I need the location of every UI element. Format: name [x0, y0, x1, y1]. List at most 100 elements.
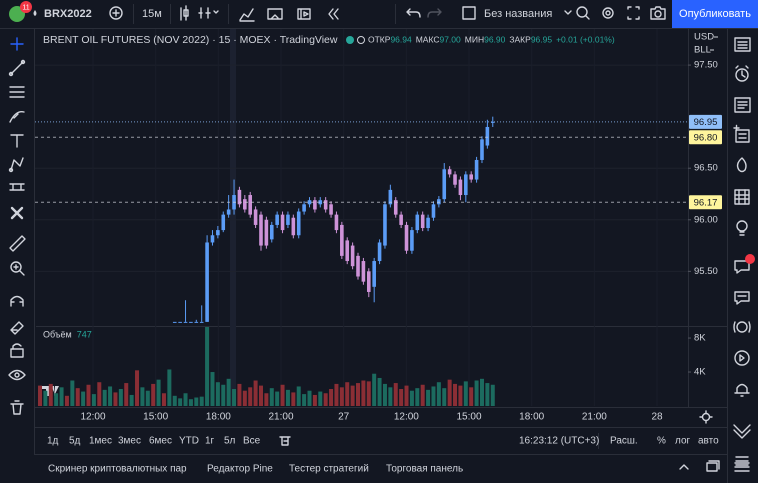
volume-bar: [199, 396, 204, 406]
volume-bar: [178, 398, 183, 406]
volume-bar: [409, 390, 414, 406]
period-button[interactable]: 3мес: [118, 436, 141, 447]
interval[interactable]: 15м: [142, 8, 162, 20]
symbol-name[interactable]: BRX2022: [44, 8, 92, 20]
volume-bar: [302, 394, 307, 406]
volume-bar: [420, 384, 425, 406]
x-tick-label: 12:00: [394, 412, 419, 423]
unit: BLL: [694, 45, 711, 56]
volume-bar: [356, 383, 361, 406]
candle-body: [437, 199, 441, 205]
volume-bar: [118, 389, 123, 406]
volume-bar: [399, 389, 404, 406]
publish-label[interactable]: Опубликовать: [679, 8, 751, 20]
candle-body: [329, 204, 333, 215]
candle-body: [426, 217, 430, 229]
volume-label: Объём: [43, 329, 72, 339]
volume-bar: [479, 378, 484, 406]
candle-body: [356, 255, 360, 277]
panel-tab[interactable]: Редактор Pine: [207, 464, 273, 475]
candle-body: [388, 189, 393, 205]
period-button[interactable]: YTD: [179, 436, 199, 447]
y-tick-label: 96.00: [694, 214, 718, 225]
panel-tab[interactable]: Торговая панель: [386, 464, 463, 475]
legend-icons[interactable]: [346, 36, 365, 44]
volume-bar: [237, 383, 242, 406]
scale-option[interactable]: авто: [698, 436, 719, 447]
candle-body: [393, 200, 398, 215]
chart-controls[interactable]: [279, 410, 750, 472]
volume-bar: [205, 327, 210, 406]
scale-option[interactable]: Расш.: [610, 436, 638, 447]
period-button[interactable]: 1д: [47, 436, 59, 447]
volume-bar: [458, 385, 463, 406]
volume-bar: [210, 372, 215, 406]
period-button[interactable]: 6мес: [149, 436, 172, 447]
volume-bar: [48, 383, 53, 406]
candle-body: [172, 321, 177, 323]
volume-bar: [377, 377, 382, 406]
candle-body: [485, 126, 490, 146]
period-button[interactable]: 5д: [69, 436, 81, 447]
panel-tab[interactable]: Тестер стратегий: [289, 464, 369, 475]
volume-bar: [431, 386, 436, 406]
y-tick-label: 95.50: [694, 266, 718, 277]
panel-tab[interactable]: Скринер криптовалютных пар: [48, 464, 187, 475]
x-tick-label: 21:00: [268, 412, 293, 423]
candle-body: [323, 200, 328, 210]
scale-option[interactable]: лог: [675, 436, 691, 447]
candle-body: [404, 224, 409, 251]
price-label-box: [689, 195, 722, 210]
candle-body: [286, 214, 290, 225]
volume-bar: [485, 383, 490, 406]
volume-bar: [415, 388, 420, 406]
chart-layer: [35, 29, 722, 449]
layout-name[interactable]: Без названия: [484, 8, 552, 20]
period-button[interactable]: Все: [243, 436, 261, 447]
volume-bar: [350, 385, 355, 406]
period-button[interactable]: 1мес: [89, 436, 112, 447]
volume-bar: [334, 383, 339, 406]
volume-bar: [70, 380, 75, 406]
candle-body: [189, 321, 193, 323]
volume-bar: [151, 383, 156, 406]
candle-body: [264, 219, 269, 246]
volume-bar: [393, 383, 398, 406]
volume-bar: [129, 394, 134, 406]
candle-body: [302, 204, 306, 212]
candle-body: [447, 169, 452, 175]
volume-bar: [86, 384, 91, 406]
volume-bar: [113, 392, 118, 406]
candle-body: [216, 230, 220, 236]
volume-bar: [54, 393, 59, 406]
drawing-tools[interactable]: [8, 37, 26, 415]
volume-bar: [388, 387, 393, 406]
volume-bar: [436, 382, 441, 406]
volume-bar: [361, 380, 366, 406]
candle-body: [431, 204, 436, 218]
publish-button[interactable]: [672, 0, 758, 28]
ohlc-value: 97.00: [439, 34, 461, 44]
volume-tick-label: 4K: [694, 367, 706, 378]
volume-bar: [366, 381, 371, 406]
volume-bar: [312, 394, 317, 406]
volume-bar: [188, 399, 193, 406]
period-button[interactable]: 5л: [224, 436, 236, 447]
widget-bar[interactable]: [733, 37, 751, 466]
volume-bar: [296, 386, 301, 406]
volume-bar: [474, 380, 479, 406]
x-tick-label: 21:00: [582, 412, 607, 423]
scale-option[interactable]: %: [657, 436, 666, 447]
volume-bar: [285, 389, 290, 406]
volume-bar: [242, 390, 247, 406]
toolbar-icons[interactable]: [109, 5, 666, 22]
x-tick-label: 18:00: [206, 412, 231, 423]
price-label-box: [689, 114, 722, 129]
volume-bar: [183, 393, 188, 406]
volume-bar: [469, 387, 474, 406]
volume-bar: [172, 395, 177, 406]
candle-body: [415, 214, 420, 231]
candle-body: [464, 174, 468, 196]
period-button[interactable]: 1г: [205, 436, 215, 447]
